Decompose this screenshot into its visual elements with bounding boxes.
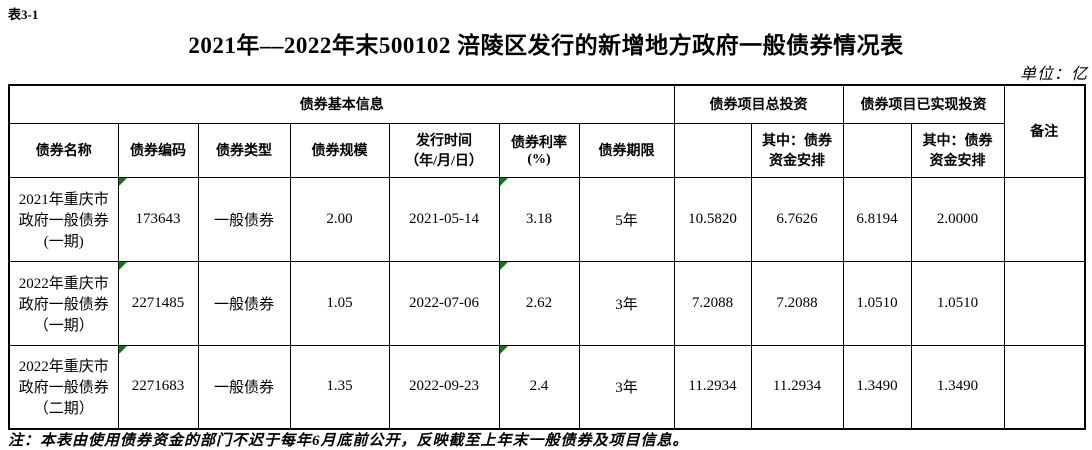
header-realized-bond-fund: 其中：债券 资金安排 <box>910 122 1005 178</box>
table-row: 2021年重庆市 政府一般债券 (一期) 173643 一般债券 2.00 20… <box>8 176 1086 262</box>
cell-bond-type: 一般债券 <box>197 344 291 430</box>
cell-bond-scale: 2.00 <box>289 176 390 262</box>
cell-total-bond-fund: 6.7626 <box>750 176 844 262</box>
header-realized-investment-blank <box>842 122 912 178</box>
header-issue-date: 发行时间 （年/月/日） <box>388 122 500 178</box>
cell-remark <box>1003 176 1086 262</box>
header-bond-code: 债券编码 <box>117 122 199 178</box>
cell-bond-name: 2021年重庆市 政府一般债券 (一期) <box>8 176 119 262</box>
table-number-label: 表3-1 <box>8 7 39 22</box>
header-bond-scale: 债券规模 <box>289 122 390 178</box>
cell-total-investment: 10.5820 <box>673 176 752 262</box>
cell-interest-rate-value: 2.4 <box>529 378 549 395</box>
bond-info-table: 债券基本信息 债券项目总投资 债券项目已实现投资 备注 债券名称 债券编码 债券… <box>8 84 1087 430</box>
cell-bond-code-value: 2271683 <box>131 378 185 395</box>
cell-realized-bond-fund: 1.0510 <box>910 260 1005 346</box>
cell-bond-code: 2271683 <box>117 344 199 430</box>
header-group-row: 债券基本信息 债券项目总投资 债券项目已实现投资 备注 <box>8 84 1086 178</box>
page-title: 2021年––2022年末500102 涪陵区发行的新增地方政府一般债券情况表 <box>188 33 904 58</box>
cell-realized-investment: 1.3490 <box>842 344 912 430</box>
cell-bond-term: 3年 <box>578 344 675 430</box>
cell-bond-code: 2271485 <box>117 260 199 346</box>
cell-bond-code: 173643 <box>117 176 199 262</box>
cell-issue-date: 2022-07-06 <box>388 260 500 346</box>
cell-warning-marker-icon <box>499 261 508 270</box>
cell-issue-date: 2022-09-23 <box>388 344 500 430</box>
cell-bond-scale: 1.35 <box>289 344 390 430</box>
cell-warning-marker-icon <box>499 177 508 186</box>
cell-issue-date: 2021-05-14 <box>388 176 500 262</box>
cell-bond-type: 一般债券 <box>197 260 291 346</box>
header-column-row: 债券名称 债券编码 债券类型 债券规模 发行时间 （年/月/日） 债券利率 (%… <box>8 122 1085 178</box>
cell-bond-scale: 1.05 <box>289 260 390 346</box>
cell-warning-marker-icon <box>499 345 508 354</box>
header-realized-investment-group: 债券项目已实现投资 <box>842 84 1005 124</box>
header-interest-rate: 债券利率 (%) <box>498 122 580 178</box>
cell-realized-bond-fund: 1.3490 <box>910 344 1005 430</box>
cell-interest-rate: 3.18 <box>498 176 580 262</box>
cell-warning-marker-icon <box>118 177 127 186</box>
cell-bond-term: 3年 <box>578 260 675 346</box>
cell-bond-type: 一般债券 <box>197 176 291 262</box>
header-remark: 备注 <box>1003 84 1086 178</box>
header-total-bond-fund: 其中：债券 资金安排 <box>750 122 844 178</box>
cell-warning-marker-icon <box>118 261 127 270</box>
cell-total-bond-fund: 7.2088 <box>750 260 844 346</box>
cell-bond-name: 2022年重庆市 政府一般债券 （二期） <box>8 344 119 430</box>
cell-bond-code-value: 173643 <box>135 210 181 227</box>
cell-total-bond-fund: 11.2934 <box>750 344 844 430</box>
cell-interest-rate: 2.62 <box>498 260 580 346</box>
cell-bond-term: 5年 <box>578 176 675 262</box>
cell-bond-code-value: 2271485 <box>131 294 185 311</box>
header-bond-term: 债券期限 <box>578 122 675 178</box>
cell-warning-marker-icon <box>118 345 127 354</box>
cell-interest-rate-value: 2.62 <box>525 294 553 311</box>
unit-note: 单位：亿 <box>1019 66 1088 83</box>
footer-note: 注：本表由使用债券资金的部门不迟于每年6月底前公开，反映截至上年末一般债券及项目… <box>8 433 689 449</box>
header-total-investment-blank <box>673 122 752 178</box>
table-row: 2022年重庆市 政府一般债券 （一期） 2271485 一般债券 1.05 2… <box>8 260 1086 346</box>
cell-total-investment: 11.2934 <box>673 344 752 430</box>
header-bond-type: 债券类型 <box>197 122 291 178</box>
cell-remark <box>1003 260 1086 346</box>
cell-bond-name: 2022年重庆市 政府一般债券 （一期） <box>8 260 119 346</box>
header-basic-info-group: 债券基本信息 <box>8 84 675 124</box>
cell-total-investment: 7.2088 <box>673 260 752 346</box>
table-row: 2022年重庆市 政府一般债券 （二期） 2271683 一般债券 1.35 2… <box>8 344 1086 430</box>
cell-interest-rate-value: 3.18 <box>525 210 553 227</box>
cell-interest-rate: 2.4 <box>498 344 580 430</box>
cell-realized-investment: 1.0510 <box>842 260 912 346</box>
cell-realized-investment: 6.8194 <box>842 176 912 262</box>
header-bond-name: 债券名称 <box>8 122 119 178</box>
cell-realized-bond-fund: 2.0000 <box>910 176 1005 262</box>
header-total-investment-group: 债券项目总投资 <box>673 84 844 124</box>
cell-remark <box>1003 344 1086 430</box>
